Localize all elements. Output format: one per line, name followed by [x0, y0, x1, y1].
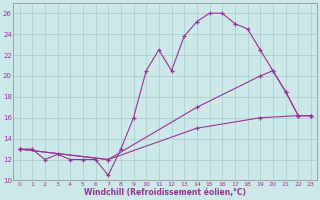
X-axis label: Windchill (Refroidissement éolien,°C): Windchill (Refroidissement éolien,°C) [84, 188, 246, 197]
